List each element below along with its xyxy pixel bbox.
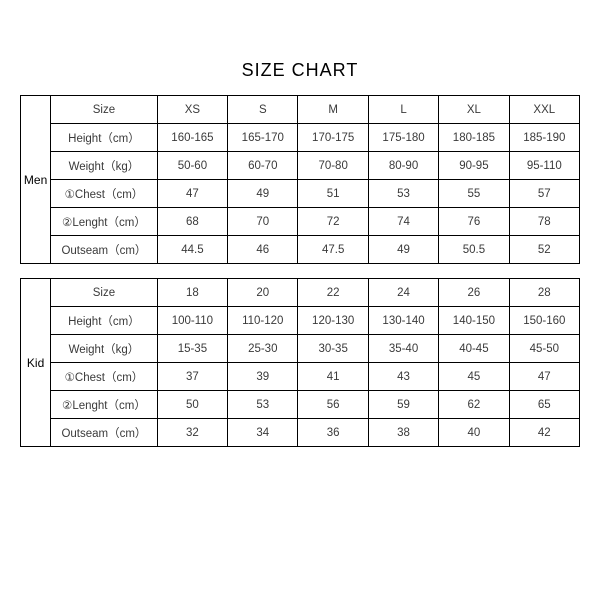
row-attr: Height（cm） <box>51 307 158 335</box>
header-size: XS <box>157 96 227 124</box>
cell-value: 53 <box>228 391 298 419</box>
cell-value: 40 <box>439 419 509 447</box>
cell-value: 50-60 <box>157 152 227 180</box>
cell-value: 42 <box>509 419 579 447</box>
header-attr: Size <box>51 279 158 307</box>
row-attr: Outseam（cm） <box>51 419 158 447</box>
cell-value: 39 <box>228 363 298 391</box>
cell-value: 44.5 <box>157 236 227 264</box>
row-attr: ②Lenght（cm） <box>51 391 158 419</box>
cell-value: 45-50 <box>509 335 579 363</box>
header-size: XL <box>439 96 509 124</box>
header-size: XXL <box>509 96 579 124</box>
row-attr: Weight（kg） <box>51 152 158 180</box>
cell-value: 62 <box>439 391 509 419</box>
cell-value: 70-80 <box>298 152 368 180</box>
cell-value: 74 <box>368 208 438 236</box>
size-chart-page: SIZE CHART MenSizeXSSMLXLXXLHeight（cm）16… <box>0 0 600 600</box>
size-table-men: MenSizeXSSMLXLXXL Height（cm）160-165165-17… <box>20 95 580 264</box>
cell-value: 38 <box>368 419 438 447</box>
table: KidSize182022242628 Height（cm）100-110110-… <box>20 278 580 447</box>
cell-value: 80-90 <box>368 152 438 180</box>
cell-value: 49 <box>368 236 438 264</box>
row-attr: ②Lenght（cm） <box>51 208 158 236</box>
cell-value: 40-45 <box>439 335 509 363</box>
group-label: Men <box>21 96 51 264</box>
cell-value: 37 <box>157 363 227 391</box>
cell-value: 36 <box>298 419 368 447</box>
cell-value: 180-185 <box>439 124 509 152</box>
cell-value: 76 <box>439 208 509 236</box>
cell-value: 46 <box>228 236 298 264</box>
cell-value: 130-140 <box>368 307 438 335</box>
cell-value: 110-120 <box>228 307 298 335</box>
cell-value: 47 <box>157 180 227 208</box>
cell-value: 51 <box>298 180 368 208</box>
header-size: 20 <box>228 279 298 307</box>
cell-value: 57 <box>509 180 579 208</box>
cell-value: 30-35 <box>298 335 368 363</box>
cell-value: 78 <box>509 208 579 236</box>
cell-value: 68 <box>157 208 227 236</box>
cell-value: 70 <box>228 208 298 236</box>
table: MenSizeXSSMLXLXXL Height（cm）160-165165-17… <box>20 95 580 264</box>
cell-value: 47.5 <box>298 236 368 264</box>
cell-value: 41 <box>298 363 368 391</box>
cell-value: 165-170 <box>228 124 298 152</box>
tables-container: MenSizeXSSMLXLXXLHeight（cm）160-165165-17… <box>20 95 580 447</box>
size-table-kid: KidSize182022242628 Height（cm）100-110110-… <box>20 278 580 447</box>
cell-value: 72 <box>298 208 368 236</box>
header-size: L <box>368 96 438 124</box>
row-attr: ①Chest（cm） <box>51 363 158 391</box>
cell-value: 150-160 <box>509 307 579 335</box>
cell-value: 53 <box>368 180 438 208</box>
header-size: 24 <box>368 279 438 307</box>
cell-value: 50 <box>157 391 227 419</box>
cell-value: 95-110 <box>509 152 579 180</box>
header-size: M <box>298 96 368 124</box>
cell-value: 32 <box>157 419 227 447</box>
header-size: 28 <box>509 279 579 307</box>
cell-value: 160-165 <box>157 124 227 152</box>
cell-value: 59 <box>368 391 438 419</box>
row-attr: ①Chest（cm） <box>51 180 158 208</box>
header-size: 18 <box>157 279 227 307</box>
cell-value: 56 <box>298 391 368 419</box>
row-attr: Weight（kg） <box>51 335 158 363</box>
cell-value: 170-175 <box>298 124 368 152</box>
cell-value: 47 <box>509 363 579 391</box>
cell-value: 43 <box>368 363 438 391</box>
header-size: S <box>228 96 298 124</box>
row-attr: Outseam（cm） <box>51 236 158 264</box>
cell-value: 65 <box>509 391 579 419</box>
cell-value: 185-190 <box>509 124 579 152</box>
cell-value: 100-110 <box>157 307 227 335</box>
cell-value: 140-150 <box>439 307 509 335</box>
cell-value: 25-30 <box>228 335 298 363</box>
cell-value: 175-180 <box>368 124 438 152</box>
cell-value: 55 <box>439 180 509 208</box>
cell-value: 15-35 <box>157 335 227 363</box>
cell-value: 60-70 <box>228 152 298 180</box>
cell-value: 49 <box>228 180 298 208</box>
group-label: Kid <box>21 279 51 447</box>
cell-value: 52 <box>509 236 579 264</box>
page-title: SIZE CHART <box>20 60 580 81</box>
cell-value: 35-40 <box>368 335 438 363</box>
cell-value: 90-95 <box>439 152 509 180</box>
header-size: 26 <box>439 279 509 307</box>
cell-value: 45 <box>439 363 509 391</box>
header-size: 22 <box>298 279 368 307</box>
cell-value: 120-130 <box>298 307 368 335</box>
header-attr: Size <box>51 96 158 124</box>
row-attr: Height（cm） <box>51 124 158 152</box>
cell-value: 50.5 <box>439 236 509 264</box>
cell-value: 34 <box>228 419 298 447</box>
